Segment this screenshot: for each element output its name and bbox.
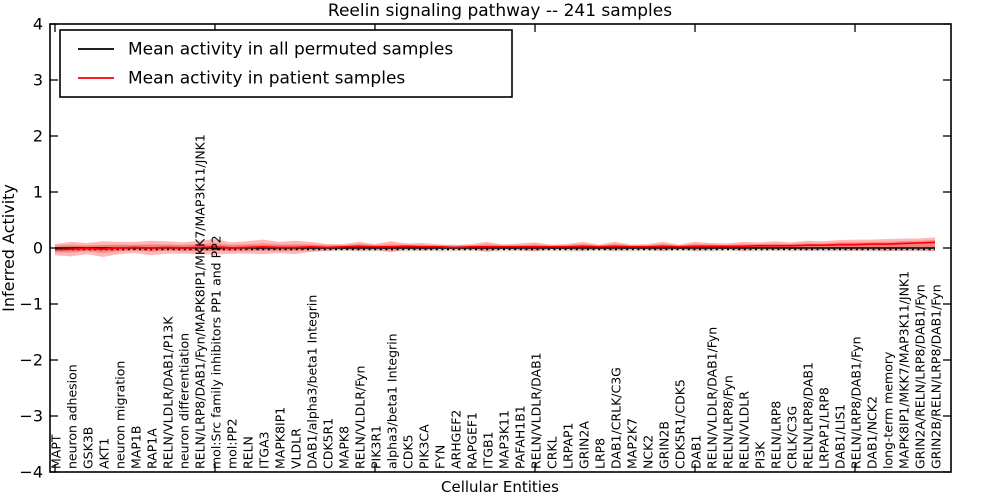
x-tick-label: neuron migration [113, 361, 128, 469]
x-tick-label: GSK3B [81, 427, 96, 469]
x-tick-label: neuron adhesion [65, 364, 80, 469]
x-tick-label: LRP8 [593, 438, 608, 469]
x-tick-label: GRIN2B/RELN/LRP8/DAB1/Fyn [929, 284, 944, 469]
x-tick-label: CRLK/C3G [785, 406, 800, 469]
x-tick-label: MAP2K7 [625, 418, 640, 469]
x-tick-label: ITGA3 [257, 431, 272, 469]
axes-layer [49, 23, 952, 473]
y-tick-label: 0 [33, 239, 43, 258]
x-tick-label: RELN [241, 436, 256, 469]
y-axis-label: Inferred Activity [0, 184, 18, 312]
x-tick-label: CRKL [545, 436, 560, 469]
legend: Mean activity in all permuted samples Mea… [59, 29, 513, 98]
x-tick-label: CDK5R1/CDK5 [673, 379, 688, 469]
x-tick-label: PIK3R1 [369, 425, 384, 469]
x-tick-label: CDK5R1 [321, 418, 336, 469]
y-tick-label: 2 [33, 127, 43, 146]
x-tick-label: AKT1 [97, 438, 112, 469]
x-tick-label: RELN/LRP8/DAB1/Fyn [849, 336, 864, 469]
x-tick-label: DAB1/LIS1 [833, 404, 848, 469]
x-tick-label: DAB1 [689, 435, 704, 470]
x-tick-label: MAPK8 [337, 426, 352, 469]
y-tick-label: 1 [33, 183, 43, 202]
x-tick-label: RAPGEF1 [465, 412, 480, 469]
x-tick-label: DAB1/CRLK/C3G [609, 367, 624, 469]
x-tick-label: mol:Src family inhibitors PP1 and PP2 [209, 235, 224, 469]
x-tick-label: DAB1/alpha3/beta1 Integrin [305, 295, 320, 469]
x-tick-label: MAPK8IP1/MKK7/MAP3K11/JNK1 [897, 271, 912, 469]
x-tick-label: RELN/VLDLR/Fyn [353, 366, 368, 469]
x-tick-label: RELN/VLDLR [737, 391, 752, 469]
chart-title: Reelin signaling pathway -- 241 samples [328, 1, 672, 21]
y-tick-label: 3 [33, 71, 43, 90]
x-tick-label: MAPT [49, 434, 64, 469]
x-tick-label: CDK5 [401, 434, 416, 469]
x-tick-label: RELN/VLDLR/DAB1/P13K [161, 316, 176, 469]
x-tick-labels-layer: MAPT neuron adhesion GSK3B AKT1 neuron migra… [49, 134, 944, 469]
y-tick-label: 4 [33, 15, 43, 34]
x-tick-label: RELN/VLDLR/DAB1 [529, 352, 544, 469]
y-tick-label: −3 [19, 407, 43, 426]
legend-entry-label: Mean activity in patient samples [128, 69, 405, 89]
x-tick-label: VLDLR [289, 428, 304, 469]
legend-box [59, 29, 513, 98]
x-tick-label: LRPAP1/LRP8 [817, 387, 832, 469]
x-tick-label: ARHGEF2 [449, 410, 464, 469]
x-tick-label: GRIN2B [657, 421, 672, 469]
x-tick-label: RAP1A [145, 428, 160, 469]
x-tick-label: MAP1B [129, 426, 144, 469]
patient-mean-line [54, 241, 936, 251]
x-tick-label: PAFAH1B1 [513, 405, 528, 469]
x-tick-label: RELN/LRP8/DAB1 [801, 362, 816, 469]
y-tick-label: −1 [19, 295, 43, 314]
x-tick-label: PI3K [753, 441, 768, 469]
x-tick-label: RELN/LRP8/Fyn [721, 375, 736, 469]
lines-layer [54, 241, 936, 251]
x-tick-label: GRIN2A/RELN/LRP8/DAB1/Fyn [913, 284, 928, 469]
x-tick-label: RELN/LRP8 [769, 401, 784, 469]
y-tick-labels-layer: 4 3 2 1 0 −1 −2 −3 −4 [19, 15, 43, 482]
y-tick-label: −2 [19, 351, 43, 370]
x-tick-label: MAPK8IP1 [273, 407, 288, 469]
legend-entry-label: Mean activity in all permuted samples [128, 40, 453, 60]
x-tick-label: mol:PP2 [225, 418, 240, 469]
y-tick-label: −4 [19, 463, 43, 482]
x-tick-label: FYN [433, 445, 448, 469]
x-tick-label: MAP3K11 [497, 410, 512, 469]
x-tick-label: long-term memory [881, 351, 896, 469]
x-axis-label: Cellular Entities [441, 478, 559, 496]
x-tick-label: neuron differentiation [177, 333, 192, 469]
x-tick-label: GRIN2A [577, 421, 592, 469]
x-tick-label: PIK3CA [417, 424, 432, 469]
x-tick-label: RELN/VLDLR/DAB1/Fyn [705, 327, 720, 469]
x-tick-label: alpha3/beta1 Integrin [385, 333, 400, 469]
x-tick-label: LRPAP1 [561, 423, 576, 469]
x-tick-label: NCK2 [641, 435, 656, 469]
x-tick-label: ITGB1 [481, 431, 496, 469]
x-tick-label: DAB1/NCK2 [865, 396, 880, 469]
x-tick-label: RELN/LRP8/DAB1/Fyn/MAPK8IP1/MKK7/MAP3K11… [193, 134, 208, 469]
